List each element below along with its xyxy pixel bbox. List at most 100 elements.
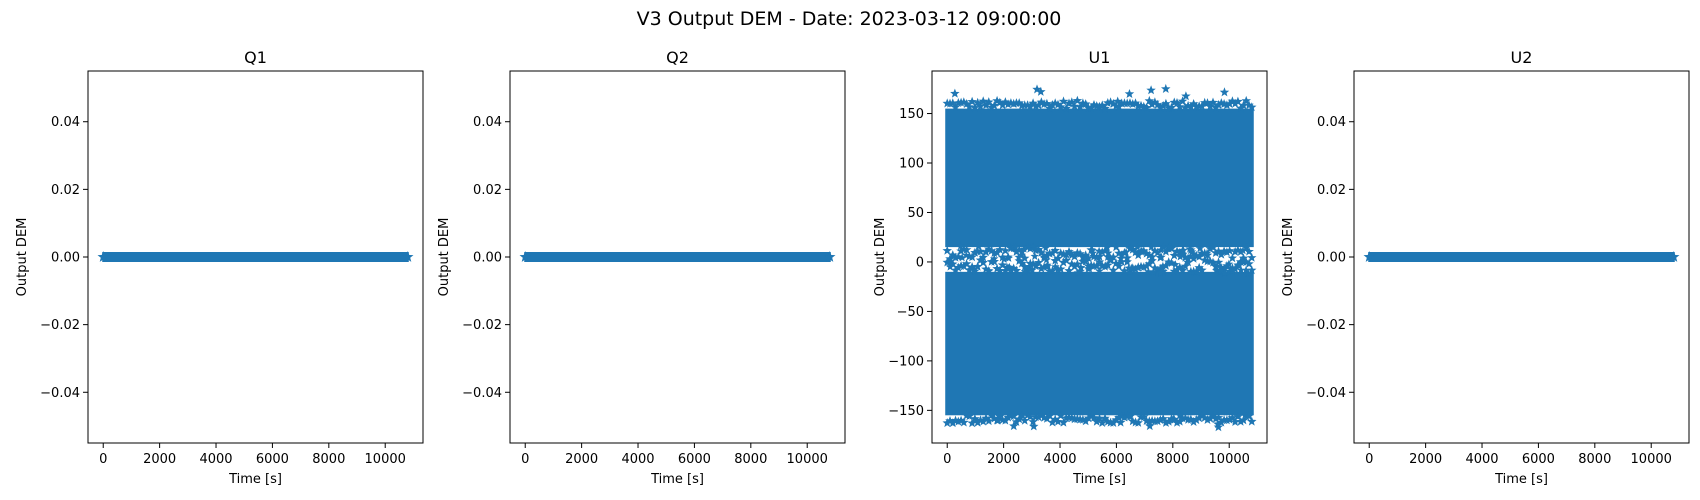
data-point	[1047, 100, 1058, 110]
data-point	[1092, 416, 1102, 426]
data-point	[995, 266, 1005, 275]
data-point	[1195, 244, 1205, 253]
y-tick-label: −0.04	[1306, 386, 1346, 401]
data-point	[1008, 263, 1019, 273]
data-point	[986, 245, 997, 255]
data-point	[1152, 247, 1163, 257]
data-point	[1144, 95, 1155, 105]
data-point	[970, 102, 980, 112]
data-point	[975, 246, 986, 256]
x-tick-label: 8000	[1578, 452, 1611, 467]
data-point	[1220, 268, 1229, 277]
data-point	[1014, 252, 1023, 261]
data-point	[1114, 412, 1124, 422]
data-point	[1030, 251, 1039, 260]
data-point	[1194, 262, 1204, 272]
data-point	[1101, 261, 1111, 270]
data-point	[953, 416, 964, 426]
data-point	[1033, 257, 1044, 267]
data-point	[1086, 411, 1096, 421]
data-point	[1213, 257, 1224, 267]
data-point	[1183, 257, 1193, 267]
data-point	[942, 418, 952, 428]
data-point	[1025, 101, 1035, 111]
x-tick-label: 4000	[1043, 452, 1076, 467]
data-point	[1075, 248, 1085, 258]
data-point	[986, 102, 997, 112]
data-point	[1095, 266, 1104, 275]
data-point	[1235, 260, 1244, 269]
data-point	[824, 251, 836, 262]
data-point	[1112, 96, 1123, 106]
x-tick-label: 4000	[621, 452, 654, 467]
data-point	[1125, 266, 1135, 276]
data-point	[989, 256, 999, 266]
data-point	[1078, 414, 1088, 424]
data-point	[1050, 245, 1060, 255]
data-point	[1073, 268, 1082, 277]
data-point	[1111, 258, 1121, 268]
data-point	[1028, 242, 1038, 252]
data-point	[1025, 262, 1035, 271]
data-point	[992, 95, 1002, 105]
data-point	[1233, 411, 1243, 421]
x-axis-label: Time [s]	[228, 472, 282, 487]
data-point	[1022, 100, 1033, 110]
data-point	[1000, 245, 1011, 255]
y-tick-label: 50	[907, 206, 924, 221]
data-point	[1137, 246, 1147, 255]
data-point	[1080, 99, 1091, 109]
data-point	[1187, 247, 1197, 256]
data-point	[1158, 100, 1168, 110]
series-band	[945, 108, 1254, 248]
data-point	[1067, 259, 1077, 269]
data-point	[1224, 266, 1235, 276]
data-point	[1028, 259, 1038, 269]
data-point	[970, 247, 980, 257]
data-point	[1197, 410, 1207, 420]
data-point	[1083, 253, 1094, 263]
data-point	[1238, 415, 1249, 425]
data-point	[1053, 99, 1063, 109]
data-point	[1247, 252, 1257, 262]
data-point	[950, 252, 961, 262]
data-point	[1244, 269, 1253, 278]
series-band	[945, 271, 1254, 416]
y-tick-label: −150	[888, 404, 924, 419]
data-point	[1227, 96, 1238, 106]
data-point	[1036, 263, 1047, 273]
y-tick-label: −0.04	[462, 386, 502, 401]
data-point	[402, 251, 414, 262]
data-point	[1061, 255, 1071, 265]
data-point	[1050, 98, 1060, 108]
data-point	[1213, 99, 1224, 109]
data-point	[1152, 99, 1163, 109]
data-point	[964, 411, 975, 421]
series-band	[102, 252, 409, 262]
data-point	[1033, 412, 1044, 422]
data-point	[1044, 248, 1055, 258]
data-point	[1235, 416, 1246, 426]
x-tick-label: 2000	[987, 452, 1020, 467]
data-point	[1122, 257, 1132, 266]
data-point	[999, 254, 1009, 263]
data-point	[1114, 101, 1124, 111]
subplot-q1: 0 2000 4000 6000 8000 10000 −0.04 −0.02 0.00 0.02…	[15, 48, 424, 487]
data-point	[1155, 102, 1166, 112]
data-point	[1247, 265, 1257, 275]
data-point	[1150, 245, 1160, 255]
data-point	[1180, 102, 1191, 112]
data-point	[1025, 243, 1035, 253]
x-tick-label: 0	[521, 452, 529, 467]
data-point	[1176, 252, 1185, 261]
data-point	[1104, 248, 1113, 257]
data-point	[1139, 411, 1149, 421]
data-point	[1033, 100, 1044, 110]
data-point	[961, 258, 972, 268]
data-point	[1147, 242, 1156, 251]
data-point	[97, 251, 109, 262]
data-point	[1124, 89, 1135, 98]
data-point	[1213, 422, 1224, 432]
y-tick-label: −50	[897, 305, 924, 320]
